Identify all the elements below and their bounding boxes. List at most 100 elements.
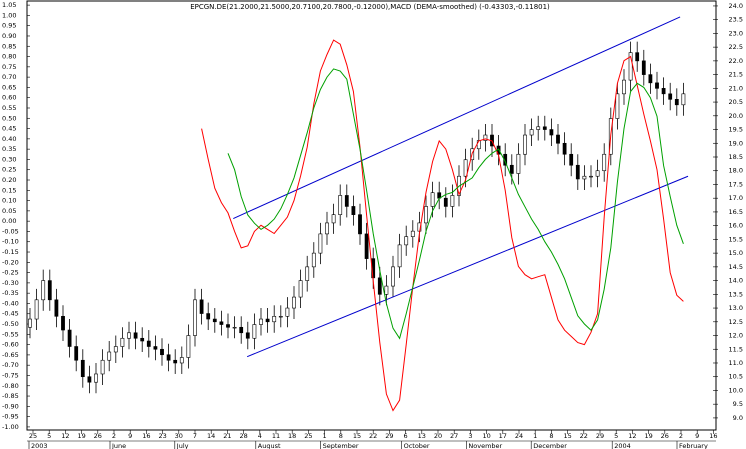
candle-body — [245, 332, 250, 339]
candle-body — [278, 315, 283, 318]
candle-body — [523, 134, 527, 155]
candle-body — [536, 126, 541, 130]
x-tick-label: 20 — [434, 432, 442, 440]
candle-body — [34, 299, 39, 320]
macd-line — [201, 39, 684, 412]
x-tick-label: 10 — [482, 432, 490, 440]
y-tick-label: -0.55 — [2, 330, 19, 338]
y-tick-label: 0.55 — [2, 104, 16, 112]
x-tick-label: 25 — [304, 432, 312, 440]
y-tick-label: -0.30 — [2, 279, 19, 287]
y2-tick-label: 24.0 — [729, 2, 743, 10]
x-tick-label: 5 — [47, 432, 51, 440]
x-tick-label: 25 — [29, 432, 37, 440]
x-tick-label: 7 — [193, 432, 197, 440]
y-tick-label: 0.60 — [2, 94, 16, 102]
y-tick-label: -0.50 — [2, 320, 19, 328]
candle-body — [575, 164, 580, 180]
candle-body — [516, 153, 521, 174]
chart-title: EPCGN.DE(21.2000,21.5000,20.7100,20.7800… — [190, 3, 550, 11]
y-tick-label: 0.35 — [2, 145, 16, 153]
candle-body — [483, 134, 488, 141]
y2-tick-label: 19.0 — [729, 139, 743, 147]
y2-tick-label: 18.0 — [729, 167, 743, 175]
x-tick-label: 5 — [614, 432, 618, 440]
plot-frame — [26, 0, 717, 431]
candle-body — [166, 354, 171, 361]
candle-body — [74, 346, 79, 361]
y2-tick-label: 11.0 — [729, 359, 743, 367]
y2-tick-label: 15.0 — [729, 249, 743, 257]
y-tick-label: -0.85 — [2, 392, 19, 400]
x-tick-label: 22 — [369, 432, 377, 440]
y2-tick-label: 23.0 — [729, 29, 743, 37]
x-tick-label: 9 — [695, 432, 699, 440]
candle-body — [562, 142, 567, 155]
y2-tick-label: 20.5 — [729, 98, 743, 106]
candle-body — [674, 99, 679, 106]
x-tick-label: 19 — [77, 432, 85, 440]
y2-tick-label: 14.0 — [729, 277, 743, 285]
month-label: 2004 — [614, 442, 631, 449]
y-tick-label: -1.00 — [2, 423, 19, 431]
candle-body — [140, 337, 145, 342]
candle-body — [285, 307, 290, 317]
y2-tick-label: 14.5 — [729, 263, 743, 271]
candle-body — [186, 335, 191, 358]
x-tick-label: 18 — [288, 432, 296, 440]
y-tick-label: 0.30 — [2, 155, 16, 163]
candle-body — [94, 373, 98, 383]
y2-tick-label: 17.5 — [729, 180, 743, 188]
x-tick-label: 12 — [61, 432, 69, 440]
y-tick-label: 0.40 — [2, 135, 16, 143]
y2-tick-label: 21.0 — [729, 84, 743, 92]
y-tick-label: 0.95 — [2, 22, 16, 30]
candle-body — [67, 329, 72, 347]
candle-body — [628, 52, 633, 81]
candle-body — [265, 318, 270, 323]
y2-tick-label: 23.5 — [729, 16, 743, 24]
candle-body — [153, 346, 158, 350]
macd-line — [227, 68, 684, 340]
x-tick-label: 14 — [207, 432, 215, 440]
candle-body — [219, 321, 224, 325]
y-tick-label: -0.60 — [2, 341, 19, 349]
x-tick-label: 22 — [580, 432, 588, 440]
month-label: 2003 — [31, 442, 48, 449]
candle-body — [232, 326, 237, 329]
y2-tick-label: 16.5 — [729, 208, 743, 216]
x-tick-label: 1 — [533, 432, 537, 440]
candle-body — [179, 357, 184, 364]
y-tick-label: 0.65 — [2, 83, 16, 91]
y2-tick-label: 20.0 — [729, 112, 743, 120]
y2-tick-label: 9.5 — [733, 400, 743, 408]
candle-body — [146, 340, 151, 347]
y-tick-label: 0.70 — [2, 73, 16, 81]
candle-body — [463, 159, 468, 177]
candle-body — [404, 236, 409, 246]
y2-tick-label: 12.0 — [729, 332, 743, 340]
candle-body — [212, 318, 217, 323]
y2-tick-label: 22.5 — [729, 43, 743, 51]
candle-body — [298, 280, 303, 298]
y-tick-label: -0.35 — [2, 289, 19, 297]
candle-body — [87, 376, 92, 383]
candle-body — [305, 266, 310, 281]
x-tick-label: 11 — [272, 432, 280, 440]
candle-body — [41, 280, 46, 301]
y-tick-label: 0.15 — [2, 186, 16, 194]
candle-body — [127, 332, 131, 339]
candle-body — [358, 214, 362, 235]
candle-body — [252, 324, 257, 339]
y-tick-label: -0.10 — [2, 238, 19, 246]
y-tick-label: 0.45 — [2, 125, 16, 133]
candle-body — [120, 337, 125, 347]
candle-body — [344, 195, 349, 207]
x-tick-label: 6 — [404, 432, 408, 440]
y-tick-label: 0.10 — [2, 197, 16, 205]
candle-body — [397, 244, 402, 268]
candle-body — [529, 129, 534, 136]
x-tick-label: 19 — [644, 432, 652, 440]
x-tick-label: 16 — [709, 432, 717, 440]
